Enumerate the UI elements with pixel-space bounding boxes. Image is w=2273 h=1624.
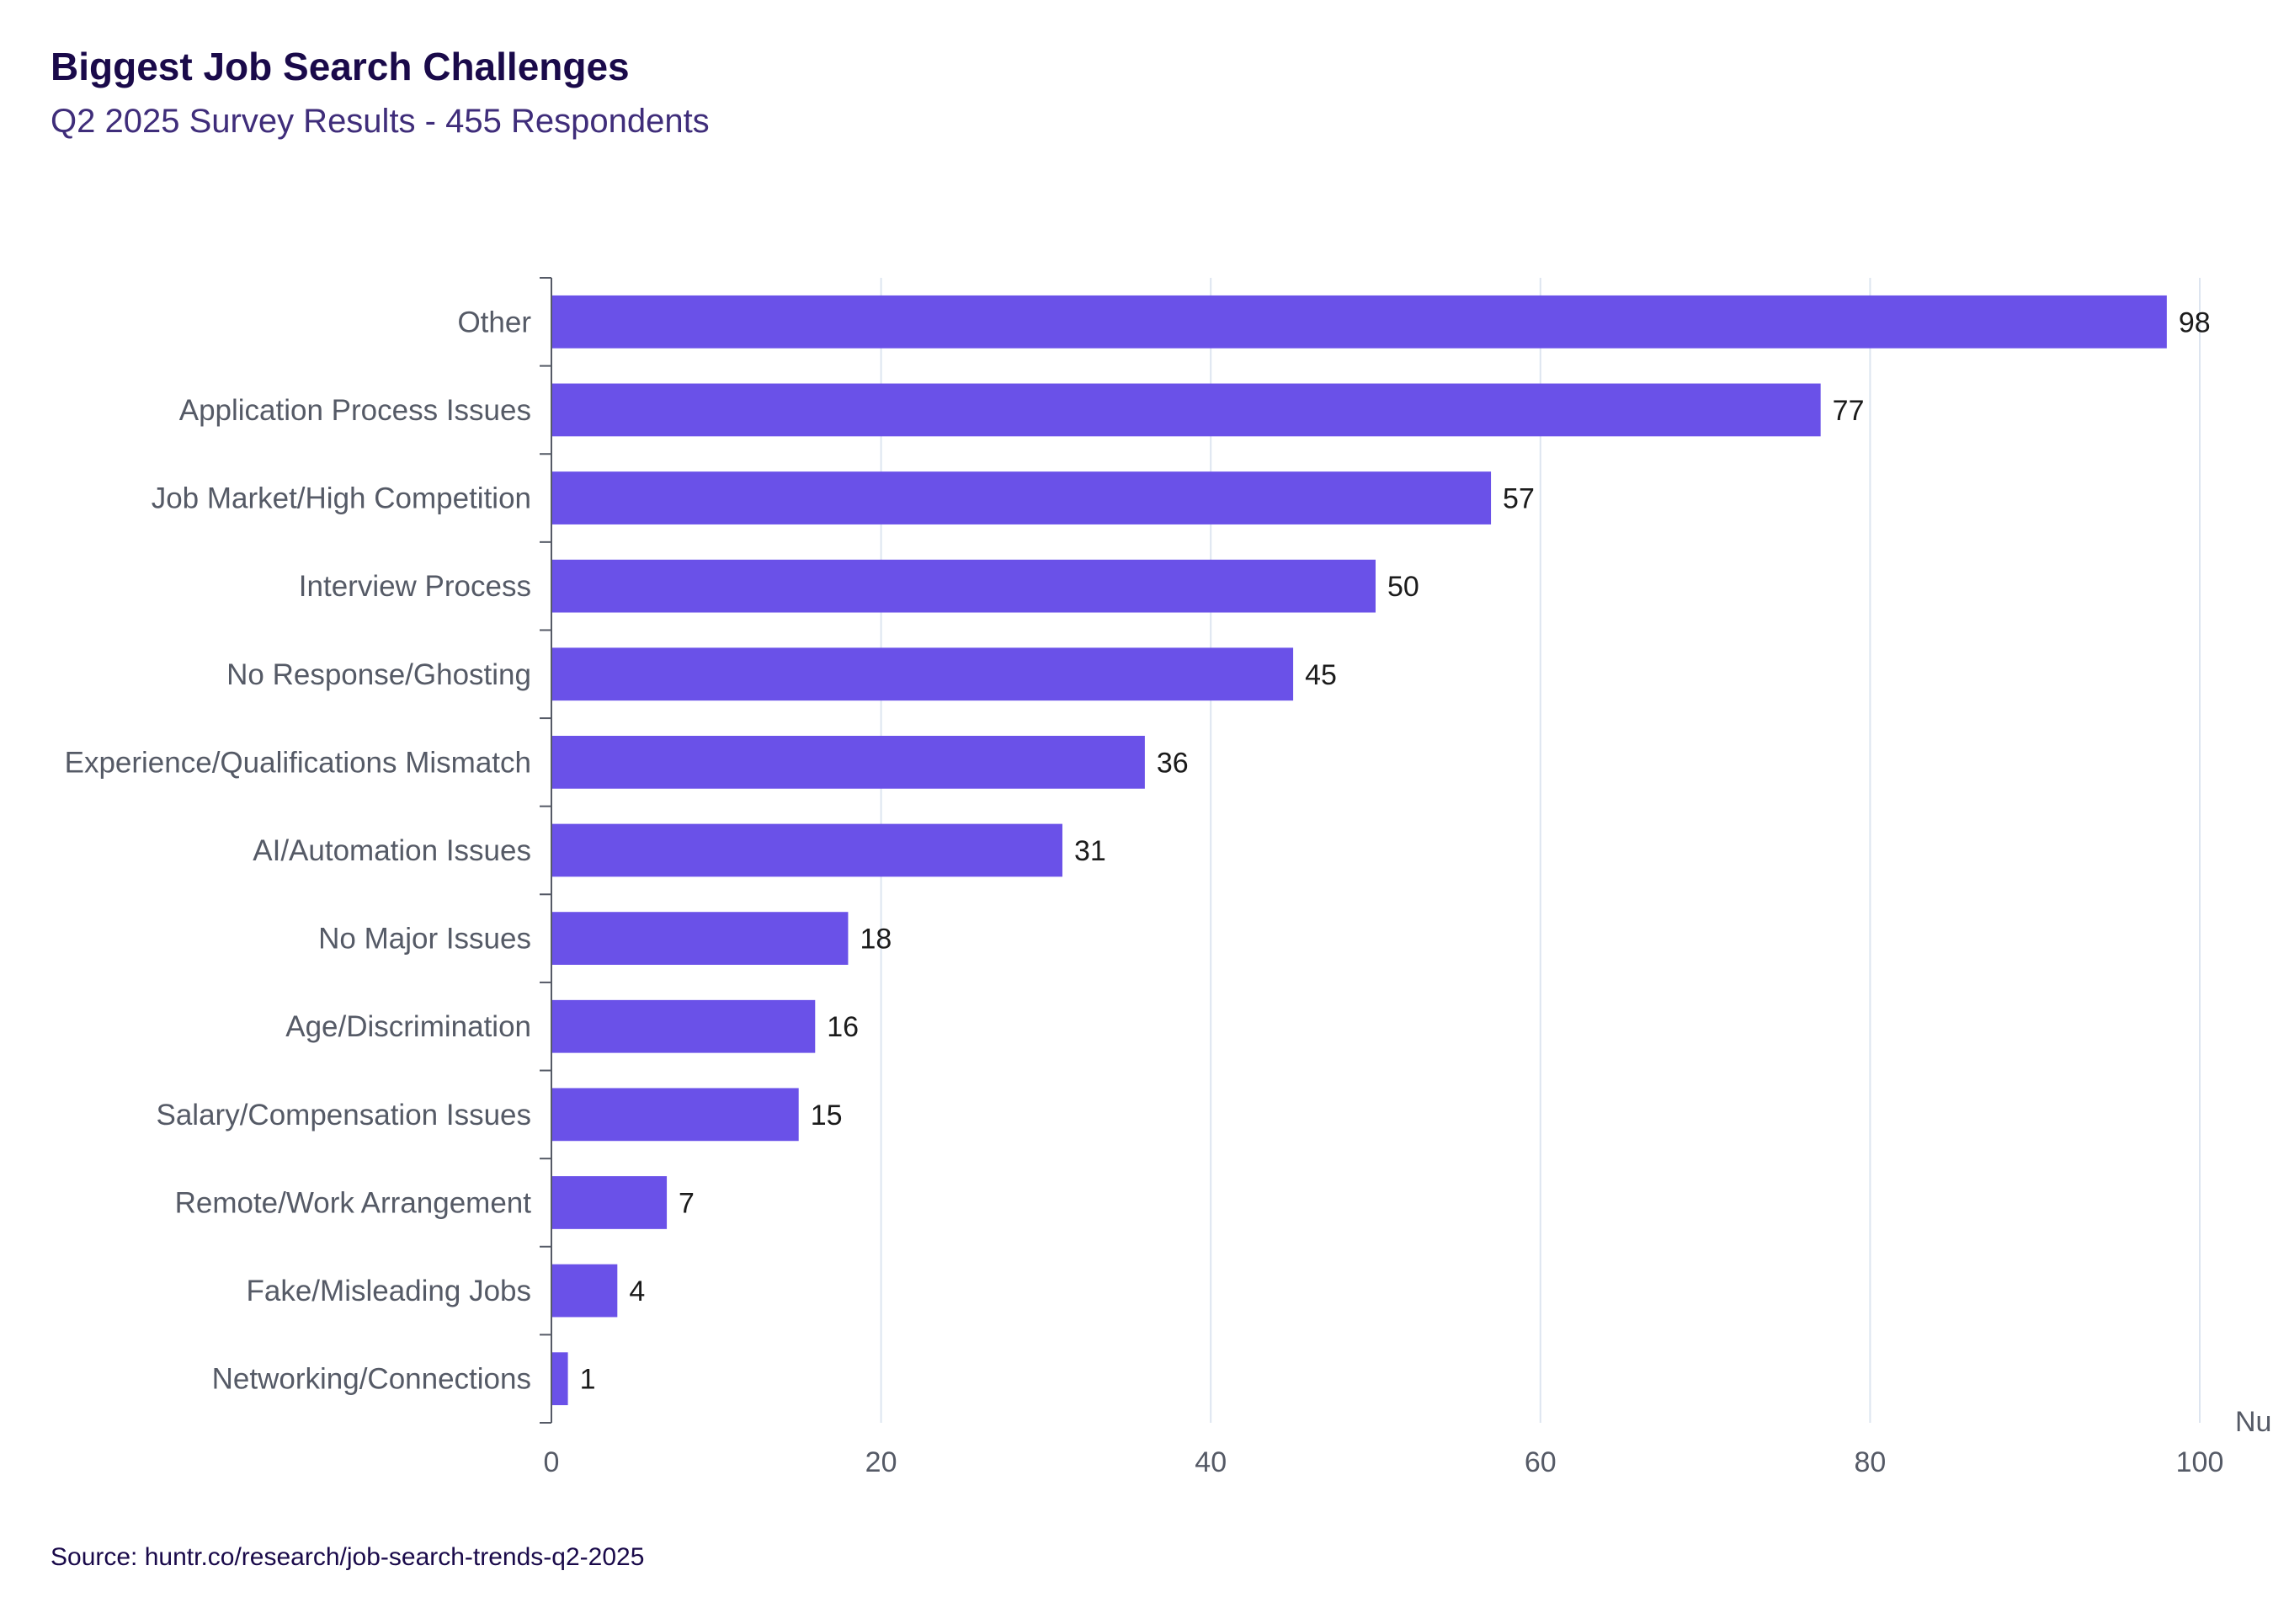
- x-tick-label-0: 0: [544, 1446, 560, 1478]
- x-tick-label-100: 100: [2176, 1446, 2224, 1478]
- category-label-4: No Response/Ghosting: [226, 658, 531, 691]
- value-label-4: 45: [1305, 659, 1337, 691]
- bars: [551, 295, 2167, 1406]
- x-tick-label-60: 60: [1525, 1446, 1557, 1478]
- bar-8: [551, 999, 816, 1053]
- value-label-0: 98: [2179, 306, 2211, 338]
- bar-3: [551, 559, 1376, 613]
- value-label-3: 50: [1387, 571, 1419, 603]
- x-tick-label-20: 20: [865, 1446, 897, 1478]
- category-label-11: Fake/Misleading Jobs: [247, 1275, 532, 1307]
- category-label-1: Application Process Issues: [179, 394, 531, 427]
- bar-10: [551, 1176, 668, 1229]
- category-label-6: AI/Automation Issues: [253, 834, 531, 867]
- bar-6: [551, 823, 1062, 877]
- bar-7: [551, 912, 849, 965]
- bar-1: [551, 383, 1821, 437]
- bar-5: [551, 736, 1145, 789]
- value-label-11: 4: [629, 1275, 645, 1307]
- bar-0: [551, 295, 2167, 349]
- bar-2: [551, 471, 1492, 524]
- value-label-10: 7: [679, 1187, 695, 1219]
- x-axis-title: Nu: [2235, 1406, 2271, 1438]
- value-label-2: 57: [1503, 483, 1535, 515]
- source-note: Source: huntr.co/research/job-search-tre…: [51, 1543, 645, 1571]
- labels: 0 20 40 60 80 100 98 Other 77 Application Process…: [65, 306, 2272, 1478]
- value-label-5: 36: [1157, 747, 1189, 779]
- bar-12: [551, 1352, 568, 1406]
- category-label-10: Remote/Work Arrangement: [175, 1186, 532, 1219]
- category-label-2: Job Market/High Competition: [152, 482, 531, 515]
- category-label-3: Interview Process: [299, 570, 531, 603]
- category-label-0: Other: [457, 306, 531, 338]
- value-label-12: 1: [580, 1364, 596, 1396]
- bar-9: [551, 1088, 799, 1142]
- category-label-12: Networking/Connections: [212, 1363, 531, 1396]
- category-label-7: No Major Issues: [318, 923, 531, 956]
- category-label-8: Age/Discrimination: [285, 1010, 531, 1043]
- category-label-5: Experience/Qualifications Mismatch: [65, 746, 531, 779]
- category-label-9: Salary/Compensation Issues: [157, 1099, 532, 1131]
- axes: [540, 277, 552, 1424]
- x-tick-label-80: 80: [1854, 1446, 1886, 1478]
- bar-4: [551, 647, 1294, 701]
- chart-subtitle: Q2 2025 Survey Results - 455 Respondents: [51, 103, 710, 140]
- value-label-8: 16: [827, 1011, 859, 1043]
- value-label-1: 77: [1833, 395, 1865, 427]
- chart-title: Biggest Job Search Challenges: [51, 45, 630, 88]
- value-label-9: 15: [811, 1100, 843, 1131]
- x-tick-label-40: 40: [1195, 1446, 1227, 1478]
- value-label-6: 31: [1074, 835, 1106, 867]
- value-label-7: 18: [860, 924, 892, 956]
- bar-11: [551, 1264, 618, 1318]
